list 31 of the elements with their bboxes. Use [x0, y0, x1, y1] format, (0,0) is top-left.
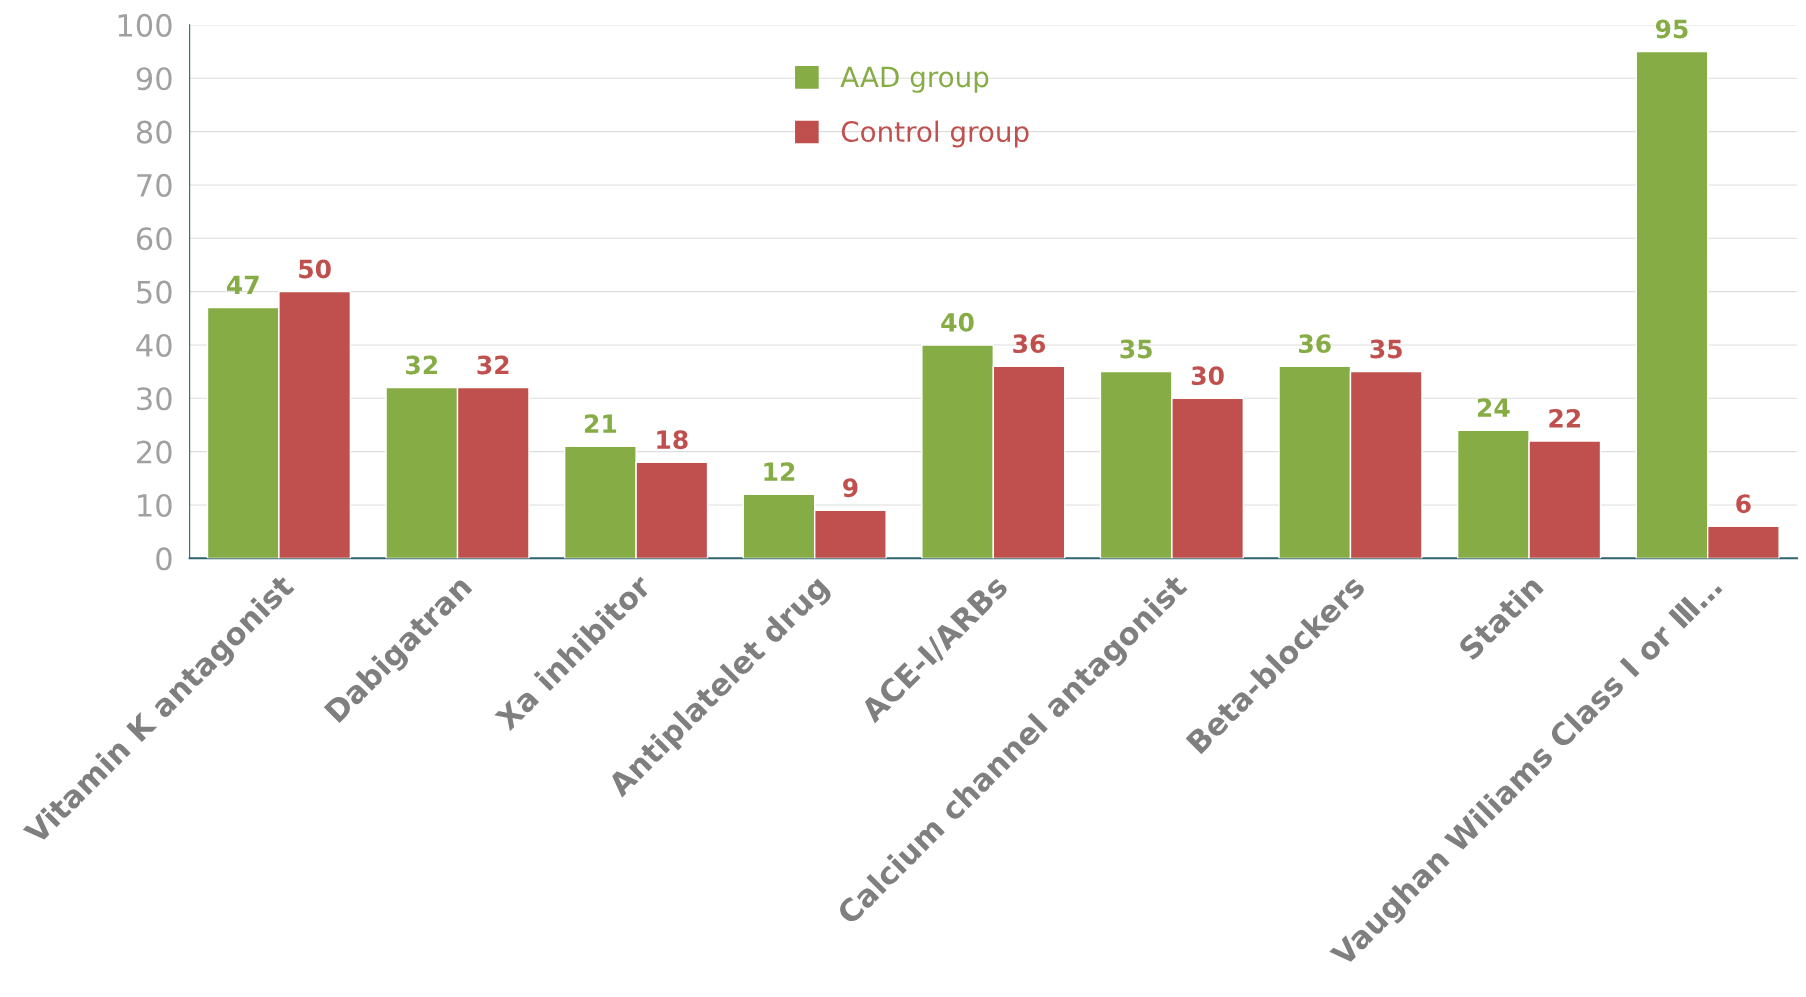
data-label: 18 [657, 430, 688, 450]
data-label: 22 [1549, 408, 1581, 428]
y-tick-label: 20 [137, 440, 172, 464]
data-label: 30 [1191, 366, 1224, 386]
data-label: 32 [406, 355, 438, 375]
data-label: 95 [1655, 19, 1688, 39]
data-label: 36 [1013, 334, 1046, 354]
data-label: 21 [584, 414, 617, 433]
data-label: 9 [843, 478, 858, 498]
legend-label: Control group [841, 120, 1029, 148]
y-tick-label: 30 [137, 387, 172, 411]
data-label: 47 [226, 275, 259, 295]
legend-label: AAD group [840, 66, 989, 93]
data-label: 32 [477, 355, 509, 375]
data-label: 35 [1370, 339, 1402, 359]
data-label: 50 [299, 259, 331, 279]
data-label: 24 [1477, 398, 1510, 417]
y-tick-label: 100 [118, 13, 172, 37]
y-tick-label: 0 [156, 547, 172, 571]
y-tick-label: 50 [137, 280, 172, 304]
y-tick-label: 40 [136, 333, 172, 358]
data-label: 6 [1736, 494, 1751, 514]
data-label: 35 [1120, 339, 1152, 359]
data-label: 12 [764, 462, 795, 481]
y-tick-label: 80 [136, 120, 172, 144]
data-label: 40 [941, 312, 974, 332]
y-tick-label: 10 [138, 493, 172, 518]
y-tick-label: 90 [136, 67, 172, 91]
y-tick-label: 60 [136, 227, 172, 251]
data-label: 36 [1299, 334, 1331, 354]
y-tick-label: 70 [137, 173, 172, 197]
